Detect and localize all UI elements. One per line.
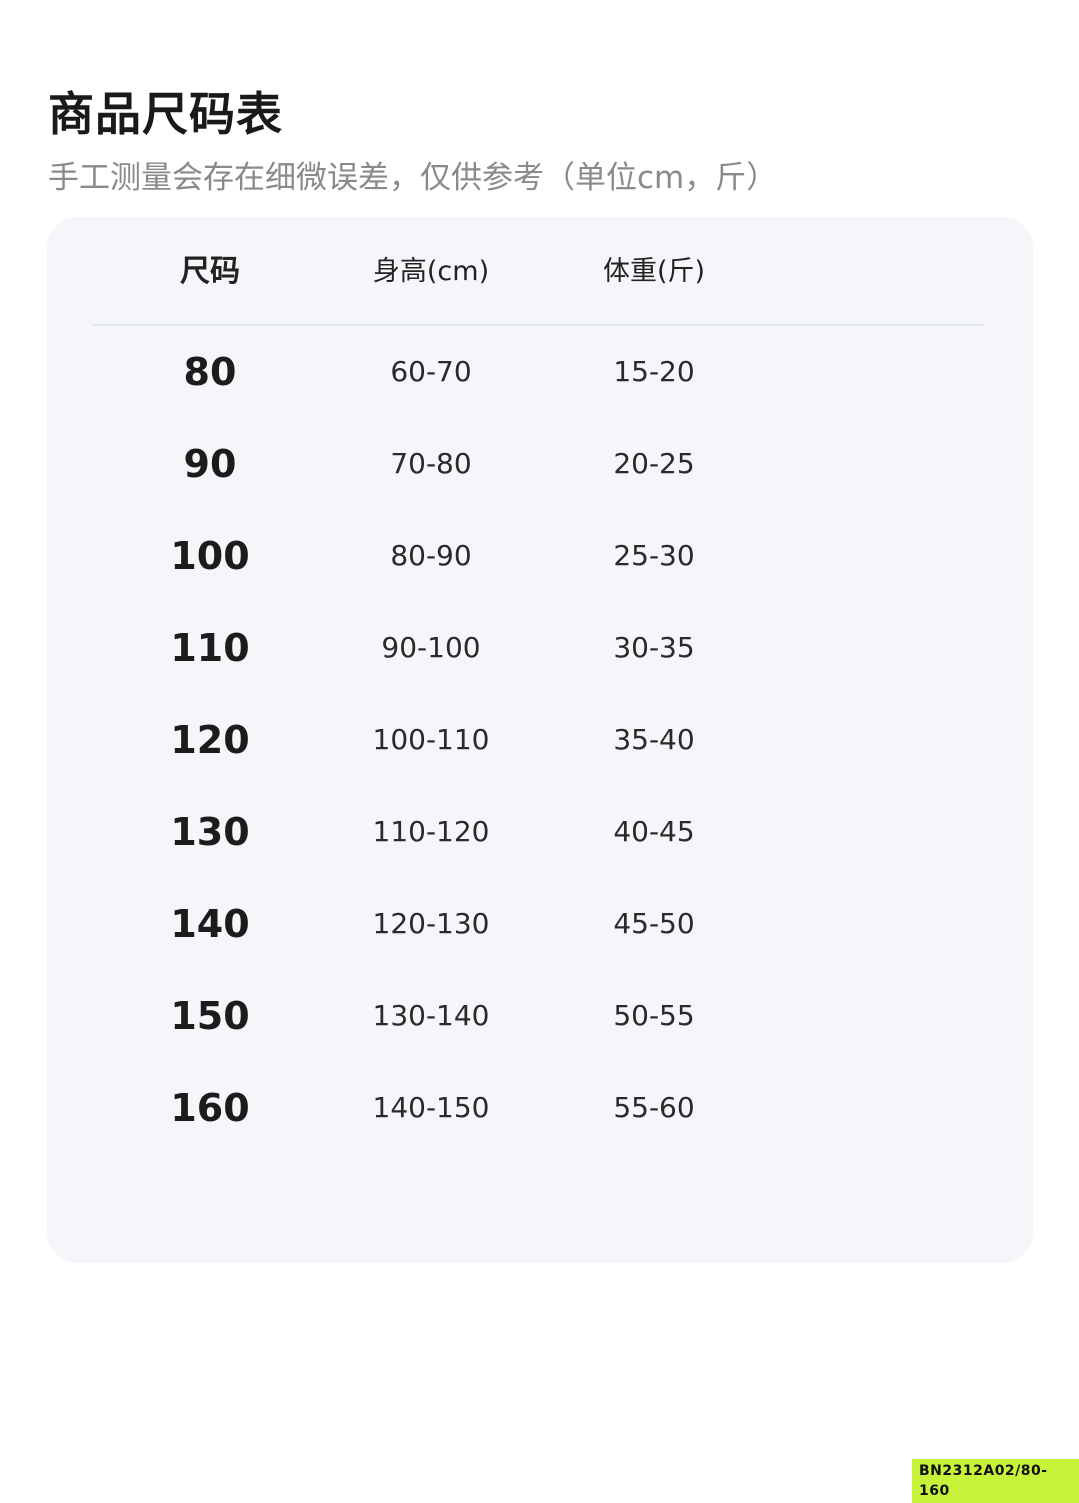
cell-size: 140 bbox=[170, 902, 250, 946]
cell-height: 100-110 bbox=[372, 723, 490, 756]
cell-size: 160 bbox=[170, 1086, 250, 1130]
cell-weight: 55-60 bbox=[613, 1091, 695, 1124]
cell-height: 90-100 bbox=[381, 631, 481, 664]
cell-size: 100 bbox=[170, 534, 250, 578]
cell-size: 110 bbox=[170, 626, 250, 670]
cell-height: 140-150 bbox=[372, 1091, 490, 1124]
cell-weight: 40-45 bbox=[613, 815, 695, 848]
table-row: 100 80-90 25-30 bbox=[47, 526, 1033, 586]
table-row: 140 120-130 45-50 bbox=[47, 894, 1033, 954]
cell-size: 130 bbox=[170, 810, 250, 854]
cell-weight: 20-25 bbox=[613, 447, 695, 480]
cell-weight: 15-20 bbox=[613, 355, 695, 388]
table-row: 80 60-70 15-20 bbox=[47, 342, 1033, 402]
cell-height: 80-90 bbox=[390, 539, 472, 572]
cell-weight: 50-55 bbox=[613, 999, 695, 1032]
header-divider bbox=[93, 324, 983, 326]
header-weight: 体重(斤) bbox=[602, 256, 706, 287]
table-row: 120 100-110 35-40 bbox=[47, 710, 1033, 770]
cell-height: 70-80 bbox=[390, 447, 472, 480]
cell-height: 60-70 bbox=[390, 355, 472, 388]
table-header: 尺码 身高(cm) 体重(斤) bbox=[47, 242, 1033, 302]
cell-size: 150 bbox=[170, 994, 250, 1038]
table-row: 130 110-120 40-45 bbox=[47, 802, 1033, 862]
table-row: 110 90-100 30-35 bbox=[47, 618, 1033, 678]
page-subtitle: 手工测量会存在细微误差，仅供参考（单位cm，斤） bbox=[48, 160, 778, 196]
table-row: 90 70-80 20-25 bbox=[47, 434, 1033, 494]
cell-height: 120-130 bbox=[372, 907, 490, 940]
table-row: 150 130-140 50-55 bbox=[47, 986, 1033, 1046]
cell-height: 130-140 bbox=[372, 999, 490, 1032]
size-table: 尺码 身高(cm) 体重(斤) 80 60-70 15-20 90 70-80 20-25… bbox=[47, 217, 1033, 1263]
cell-height: 110-120 bbox=[372, 815, 490, 848]
page-title: 商品尺码表 bbox=[48, 87, 283, 141]
header-size: 尺码 bbox=[180, 254, 240, 289]
header-height: 身高(cm) bbox=[372, 256, 490, 287]
cell-size: 90 bbox=[183, 442, 237, 486]
cell-size: 120 bbox=[170, 718, 250, 762]
cell-weight: 30-35 bbox=[613, 631, 695, 664]
cell-weight: 25-30 bbox=[613, 539, 695, 572]
cell-weight: 45-50 bbox=[613, 907, 695, 940]
cell-weight: 35-40 bbox=[613, 723, 695, 756]
cell-size: 80 bbox=[183, 350, 237, 394]
product-code-badge: BN2312A02/80-160 bbox=[912, 1459, 1079, 1503]
table-row: 160 140-150 55-60 bbox=[47, 1078, 1033, 1138]
